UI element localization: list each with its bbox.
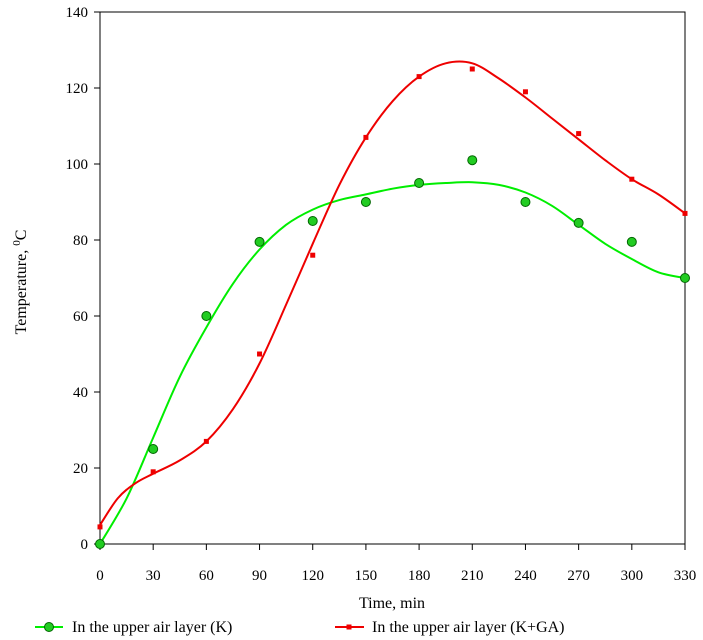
data-point-kga xyxy=(203,438,209,444)
y-tick-label: 60 xyxy=(73,309,88,325)
y-tick-label: 120 xyxy=(66,81,89,97)
y-axis-title: Temperature, 0C xyxy=(11,230,30,335)
data-point-k xyxy=(360,197,371,207)
trend-line-kga xyxy=(99,60,686,526)
data-point-kga xyxy=(363,134,369,140)
data-point-kga xyxy=(416,74,422,80)
y-tick-label: 20 xyxy=(73,461,88,477)
x-tick-label: 150 xyxy=(355,568,378,584)
data-point-k xyxy=(148,444,159,454)
y-axis-title-text: Temperature, xyxy=(13,246,30,335)
data-point-k xyxy=(254,236,265,247)
y-tick-label: 80 xyxy=(73,233,88,249)
x-tick-label: 210 xyxy=(461,568,484,584)
legend-entry-k: In the upper air layer (K) xyxy=(35,619,232,636)
data-point-kga xyxy=(629,176,635,182)
legend-label-kga: In the upper air layer (K+GA) xyxy=(372,619,565,636)
data-point-kga xyxy=(576,131,582,137)
x-tick-label: 270 xyxy=(567,568,590,584)
x-tick-label: 120 xyxy=(301,568,324,584)
y-tick-label: 100 xyxy=(66,157,89,173)
legend-marker-k xyxy=(44,622,54,632)
x-axis-title: Time, min xyxy=(359,595,425,612)
x-tick-label: 240 xyxy=(514,568,537,584)
y-axis-title-unit: C xyxy=(13,230,30,241)
x-tick-label: 0 xyxy=(96,568,104,584)
data-point-k xyxy=(414,178,425,188)
svg-text:Temperature, 0C: Temperature, 0C xyxy=(11,230,30,335)
plot-area: 0 20 40 60 80 100 120 140 0 30 60 90 120 150 180 210 240… xyxy=(66,5,697,584)
x-tick-label: 90 xyxy=(252,568,267,584)
legend-marker-kga xyxy=(346,624,352,630)
data-point-k xyxy=(520,197,531,207)
data-point-k xyxy=(680,273,690,283)
legend-entry-kga: In the upper air layer (K+GA) xyxy=(335,619,565,636)
data-point-k xyxy=(626,236,637,247)
data-point-k xyxy=(307,216,318,226)
y-axis-title-superscript: 0 xyxy=(11,240,23,246)
x-tick-label: 300 xyxy=(621,568,644,584)
data-point-k xyxy=(467,155,478,166)
x-tick-label: 180 xyxy=(408,568,431,584)
x-tick-label: 30 xyxy=(146,568,161,584)
data-point-kga xyxy=(682,210,688,216)
trend-line-k xyxy=(99,181,686,545)
y-tick-label: 40 xyxy=(73,385,88,401)
data-point-k xyxy=(201,311,212,321)
data-point-kga xyxy=(97,524,103,530)
data-point-kga xyxy=(257,351,263,357)
x-tick-label: 60 xyxy=(199,568,214,584)
data-point-k xyxy=(95,539,105,549)
y-tick-label: 140 xyxy=(66,5,89,21)
y-tick-label: 0 xyxy=(81,537,89,553)
plot-frame xyxy=(99,11,686,545)
data-point-kga xyxy=(310,252,316,258)
legend-label-k: In the upper air layer (K) xyxy=(72,619,232,636)
legend: In the upper air layer (K) In the upper … xyxy=(35,619,565,636)
data-point-k xyxy=(573,217,584,228)
data-point-kga xyxy=(469,66,475,72)
data-point-kga xyxy=(522,89,528,95)
data-point-kga xyxy=(150,469,156,475)
x-tick-label: 330 xyxy=(674,568,697,584)
